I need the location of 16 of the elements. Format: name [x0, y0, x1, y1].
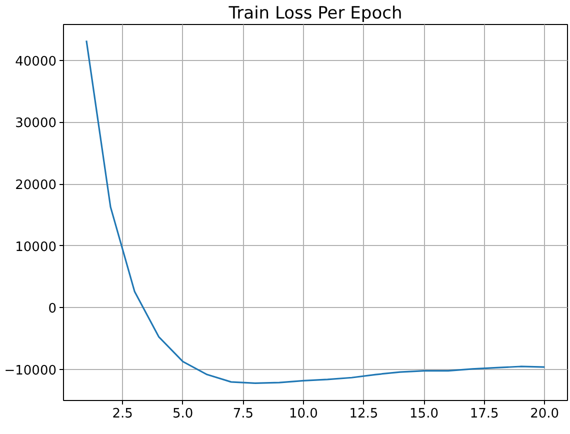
- chart-title: Train Loss Per Epoch: [228, 4, 402, 24]
- y-tick-label: 30000: [15, 116, 57, 132]
- x-tick-label: 10.0: [288, 406, 318, 422]
- x-tick-label: 7.5: [232, 406, 254, 422]
- x-tick-label: 17.5: [470, 406, 499, 422]
- y-tick-label: 20000: [15, 178, 57, 194]
- y-tick-label: 0: [48, 302, 57, 317]
- y-tick-label: −10000: [4, 364, 56, 379]
- x-tick-label: 12.5: [349, 406, 378, 422]
- x-tick-label: 15.0: [410, 406, 438, 422]
- x-tick-label: 5.0: [172, 406, 194, 422]
- y-tick-label: 10000: [15, 240, 57, 255]
- x-tick-label: 20.0: [530, 406, 560, 422]
- x-tick-label: 2.5: [112, 406, 133, 422]
- line-series: [86, 40, 546, 384]
- y-tick-label: 40000: [15, 54, 57, 70]
